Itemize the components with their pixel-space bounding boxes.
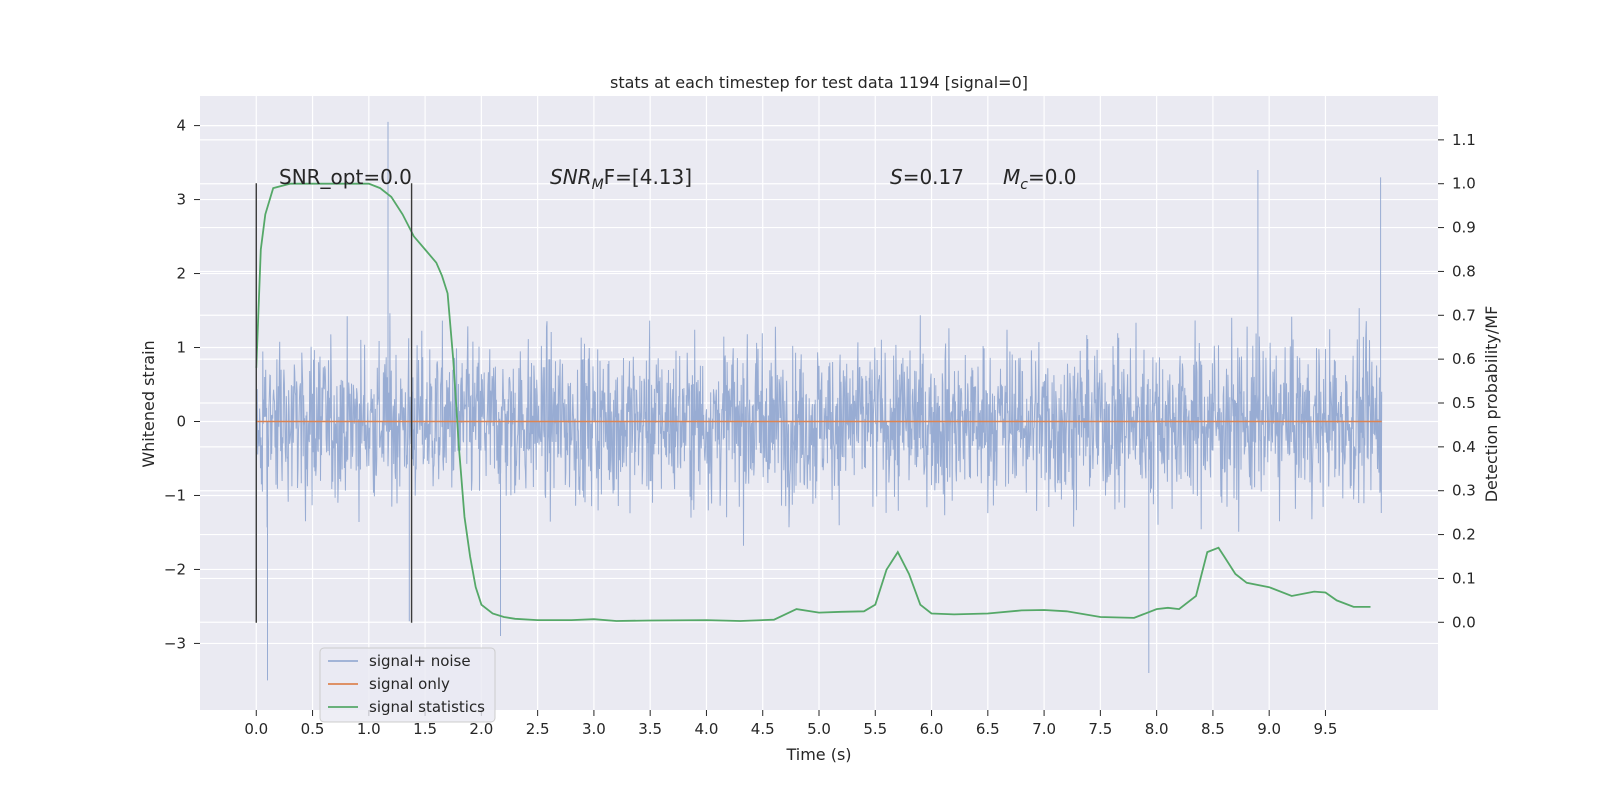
x-tick-label: 8.0 xyxy=(1145,720,1169,738)
right-y-tick-label: 0.6 xyxy=(1452,350,1476,368)
x-tick-label: 2.5 xyxy=(526,720,550,738)
x-tick-label: 5.5 xyxy=(863,720,887,738)
s-value: =0.17 xyxy=(903,165,964,189)
left-y-tick-label: 4 xyxy=(176,117,186,135)
x-tick-label: 1.0 xyxy=(357,720,381,738)
right-y-tick-label: 1.1 xyxy=(1452,131,1476,149)
mc-annotation: Mc=0.0 xyxy=(1003,165,1077,193)
right-axis-ticks: 0.0 0.1 0.2 0.3 0.4 0.5 0.6 0.7 0.8 0.9 1.0 1.1 xyxy=(1438,131,1476,631)
legend-label-signal-statistics: signal statistics xyxy=(369,698,485,716)
left-y-tick-label: 2 xyxy=(176,265,186,283)
left-y-tick-label: 0 xyxy=(176,412,186,430)
vertical-markers xyxy=(255,183,413,623)
x-tick-label: 5.0 xyxy=(807,720,831,738)
x-tick-label: 4.0 xyxy=(695,720,719,738)
x-tick-label: 9.5 xyxy=(1314,720,1338,738)
x-tick-label: 9.0 xyxy=(1257,720,1281,738)
mc-symbol: M xyxy=(1003,165,1020,189)
x-tick-label: 3.0 xyxy=(582,720,606,738)
right-y-tick-label: 1.0 xyxy=(1452,175,1476,193)
s-symbol: S xyxy=(890,165,903,189)
snr-mf-symbol: SNR xyxy=(550,165,592,189)
x-tick-label: 6.0 xyxy=(920,720,944,738)
right-y-tick-label: 0.8 xyxy=(1452,262,1476,280)
left-y-tick-label: −2 xyxy=(164,560,186,578)
x-tick-label: 4.5 xyxy=(751,720,775,738)
x-tick-label: 8.5 xyxy=(1201,720,1225,738)
left-y-tick-label: 1 xyxy=(176,339,186,357)
left-y-tick-label: −1 xyxy=(164,486,186,504)
x-tick-label: 7.5 xyxy=(1088,720,1112,738)
snr-mf-value: F=[4.13] xyxy=(604,165,692,189)
right-y-tick-label: 0.3 xyxy=(1452,482,1476,500)
left-y-tick-label: 3 xyxy=(176,191,186,209)
x-tick-label: 0.5 xyxy=(301,720,325,738)
x-axis-label: Time (s) xyxy=(785,745,851,764)
right-y-tick-label: 0.4 xyxy=(1452,438,1476,456)
snr-mf-subscript: M xyxy=(592,177,604,193)
right-y-tick-label: 0.5 xyxy=(1452,394,1476,412)
x-axis-ticks: 0.0 0.5 1.0 1.5 2.0 2.5 3.0 3.5 4.0 4.5 5.0 5.5 6.0 6… xyxy=(244,710,1337,738)
legend-label-signal-noise: signal+ noise xyxy=(369,652,471,670)
right-y-tick-label: 0.1 xyxy=(1452,569,1476,587)
right-y-tick-label: 0.2 xyxy=(1452,526,1476,544)
right-y-tick-label: 0.7 xyxy=(1452,306,1476,324)
chart-title: stats at each timestep for test data 119… xyxy=(610,73,1028,92)
x-tick-label: 6.5 xyxy=(976,720,1000,738)
mc-value: =0.0 xyxy=(1028,165,1077,189)
x-tick-label: 0.0 xyxy=(244,720,268,738)
legend-label-signal-only: signal only xyxy=(369,675,450,693)
legend: signal+ noise signal only signal statist… xyxy=(319,647,496,723)
x-tick-label: 1.5 xyxy=(413,720,437,738)
x-tick-label: 7.0 xyxy=(1032,720,1056,738)
right-y-axis-label: Detection probability/MF xyxy=(1482,306,1501,503)
snr-opt-annotation: SNR_opt=0.0 xyxy=(279,165,412,189)
left-y-axis-label: Whitened strain xyxy=(139,340,158,467)
right-y-tick-label: 0.0 xyxy=(1452,613,1476,631)
left-y-tick-label: −3 xyxy=(164,634,186,652)
mc-subscript: c xyxy=(1020,177,1028,193)
snr-mf-annotation: SNRMF=[4.13] xyxy=(550,165,692,193)
right-y-tick-label: 0.9 xyxy=(1452,219,1476,237)
s-annotation: S=0.17 xyxy=(890,165,964,189)
x-tick-label: 2.0 xyxy=(469,720,493,738)
left-axis-ticks: −3 −2 −1 0 1 2 3 4 xyxy=(164,117,200,652)
x-tick-label: 3.5 xyxy=(638,720,662,738)
legend-box xyxy=(319,647,496,723)
